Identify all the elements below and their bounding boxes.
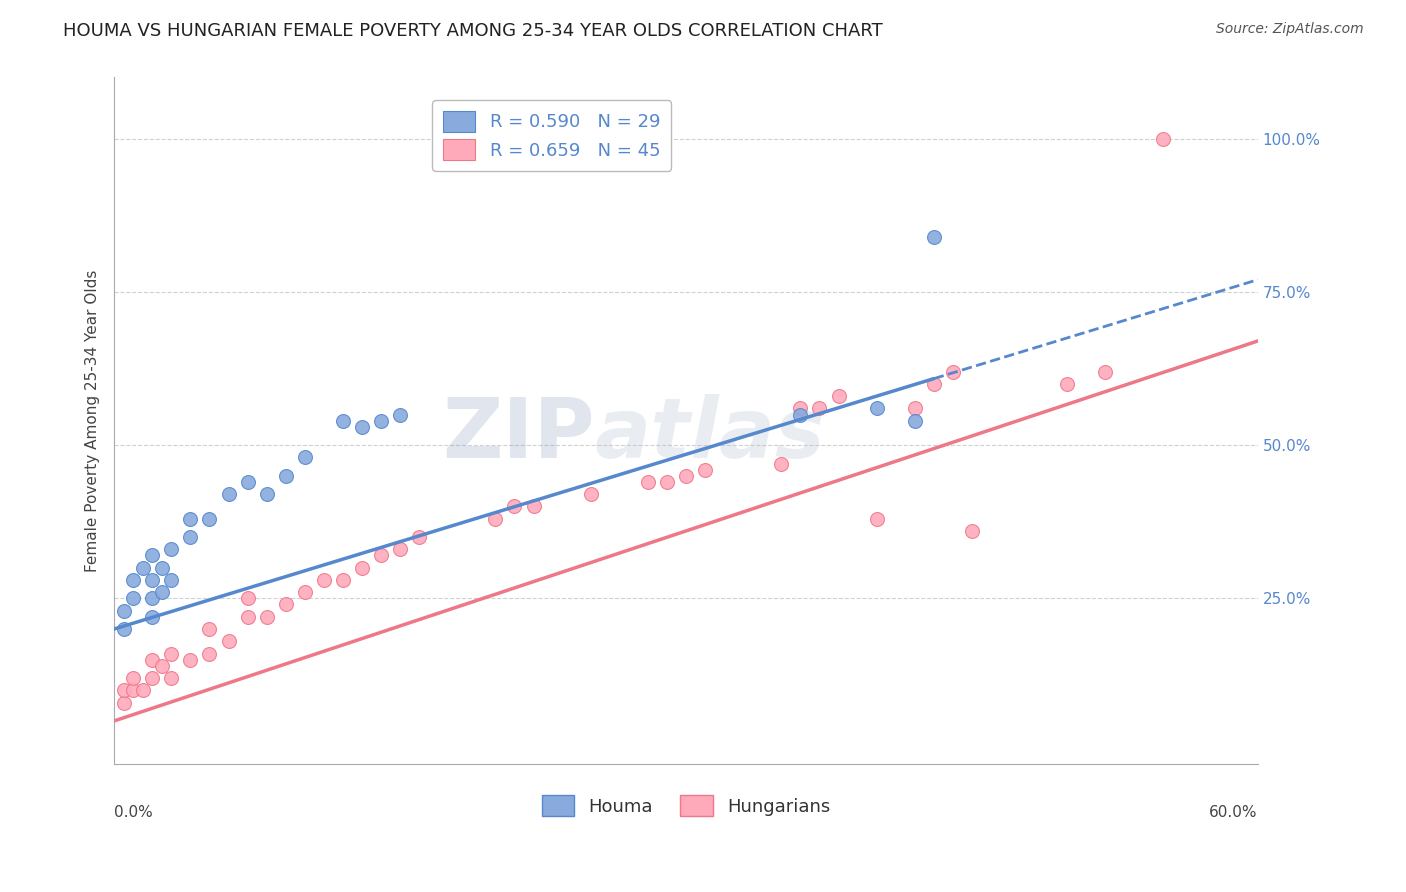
Point (408, 530, 430, 544)
Point (865, 401, 887, 416)
Point (122, 671, 145, 685)
Point (922, 376, 945, 391)
Point (789, 401, 811, 416)
Point (503, 500, 526, 514)
Point (389, 542, 412, 557)
Point (179, 511, 201, 525)
Point (808, 401, 831, 416)
Point (827, 389, 849, 403)
Point (522, 500, 544, 514)
Point (132, 683, 155, 698)
Point (132, 560, 155, 574)
Point (218, 634, 240, 648)
Point (160, 573, 183, 587)
Point (112, 604, 135, 618)
Point (122, 683, 145, 698)
Point (122, 573, 145, 587)
Point (236, 609, 259, 624)
Legend: Houma, Hungarians: Houma, Hungarians (534, 789, 838, 823)
Text: Source: ZipAtlas.com: Source: ZipAtlas.com (1216, 22, 1364, 37)
Text: 60.0%: 60.0% (1209, 805, 1258, 820)
Text: 0.0%: 0.0% (114, 805, 153, 820)
Point (693, 463, 716, 477)
Y-axis label: Female Poverty Among 25-34 Year Olds: Female Poverty Among 25-34 Year Olds (86, 269, 100, 572)
Point (904, 414, 927, 428)
Point (274, 598, 297, 612)
Point (1056, 376, 1078, 391)
Point (655, 475, 678, 489)
Point (922, 229, 945, 244)
Point (160, 647, 183, 661)
Point (904, 401, 927, 416)
Point (112, 696, 135, 710)
Point (579, 487, 602, 501)
Point (312, 573, 335, 587)
Point (198, 511, 221, 525)
Point (112, 622, 135, 636)
Point (150, 585, 173, 599)
Point (122, 591, 145, 606)
Point (637, 475, 659, 489)
Point (484, 511, 506, 525)
Point (179, 530, 201, 544)
Point (141, 609, 163, 624)
Point (179, 653, 201, 667)
Point (332, 414, 354, 428)
Point (865, 511, 887, 525)
Point (370, 549, 392, 563)
Point (150, 658, 173, 673)
Point (141, 653, 163, 667)
Point (160, 671, 183, 685)
Point (350, 419, 373, 434)
Point (150, 560, 173, 574)
Point (1152, 132, 1174, 146)
Point (789, 408, 811, 422)
Text: HOUMA VS HUNGARIAN FEMALE POVERTY AMONG 25-34 YEAR OLDS CORRELATION CHART: HOUMA VS HUNGARIAN FEMALE POVERTY AMONG … (63, 22, 883, 40)
Point (675, 468, 697, 483)
Point (141, 591, 163, 606)
Point (274, 468, 297, 483)
Point (236, 591, 259, 606)
Point (141, 549, 163, 563)
Point (942, 365, 965, 379)
Text: atlas: atlas (595, 394, 825, 475)
Point (389, 408, 412, 422)
Point (332, 573, 354, 587)
Point (198, 647, 221, 661)
Point (198, 622, 221, 636)
Point (294, 585, 316, 599)
Point (256, 487, 278, 501)
Point (350, 560, 373, 574)
Point (160, 542, 183, 557)
Point (370, 414, 392, 428)
Point (236, 475, 259, 489)
Point (112, 683, 135, 698)
Point (141, 573, 163, 587)
Point (218, 487, 240, 501)
Point (960, 524, 983, 538)
Text: ZIP: ZIP (441, 394, 595, 475)
Point (141, 671, 163, 685)
Point (770, 457, 793, 471)
Point (294, 450, 316, 465)
Point (256, 609, 278, 624)
Point (1094, 365, 1116, 379)
